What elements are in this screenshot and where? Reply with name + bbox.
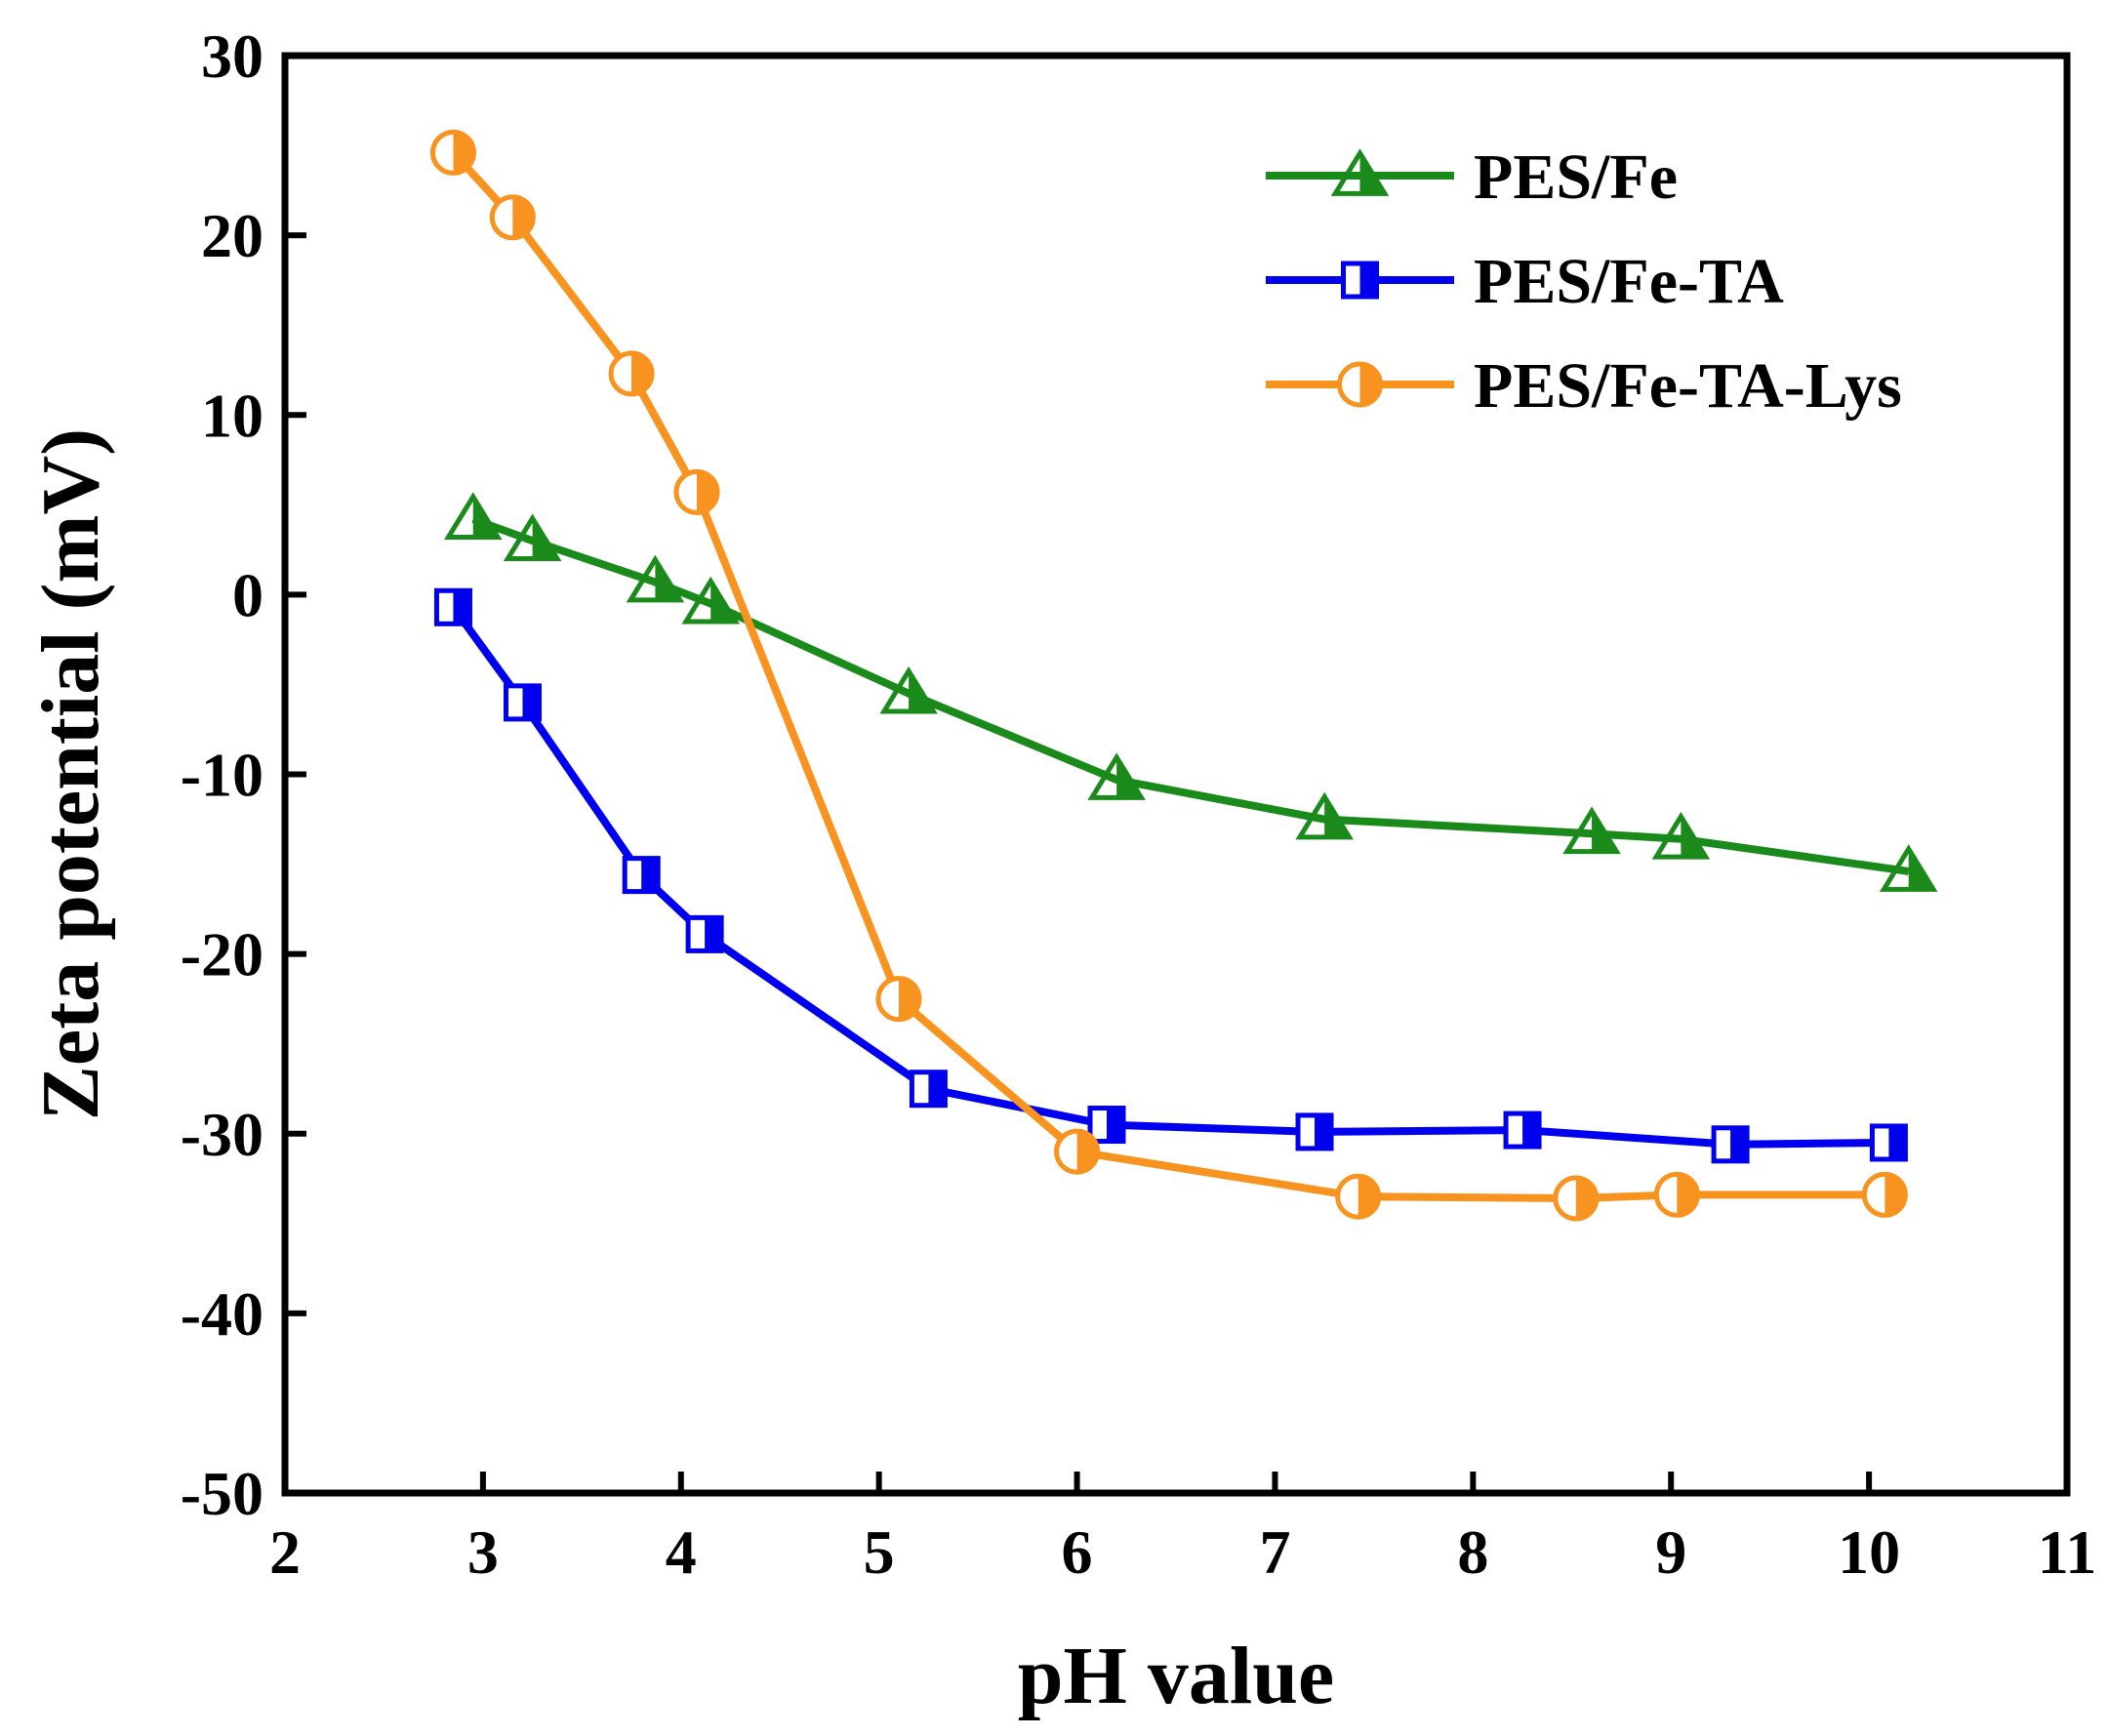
data-point: [443, 492, 503, 540]
data-point: [1087, 752, 1146, 800]
data-point: [1879, 844, 1938, 892]
data-point: [1553, 1175, 1600, 1222]
x-tick-label: 8: [1457, 1517, 1488, 1587]
data-point: [685, 914, 724, 953]
data-point: [673, 468, 720, 515]
data-point: [1653, 1171, 1700, 1218]
data-point: [1861, 1171, 1908, 1218]
y-tick-label: -20: [181, 920, 264, 989]
legend-label: PES/Fe: [1474, 141, 1678, 213]
x-tick-label: 9: [1655, 1517, 1686, 1587]
series-line: [450, 149, 1885, 1203]
data-point: [875, 976, 922, 1023]
series-pes-fe-ta: [433, 587, 1908, 1164]
x-axis-ticks: 2 3 4 5 6 7 8 9 10 11: [269, 1472, 2096, 1587]
legend-entry: PES/Fe: [1266, 141, 1678, 213]
y-tick-label: -10: [181, 741, 264, 810]
data-point: [429, 129, 476, 176]
data-point: [1087, 1106, 1126, 1145]
series-line: [450, 604, 1889, 1149]
y-tick-label: 0: [232, 560, 264, 629]
data-point: [1869, 1123, 1908, 1162]
data-point: [909, 1070, 948, 1109]
data-point: [608, 350, 655, 397]
data-point: [1503, 1110, 1542, 1150]
x-tick-label: 5: [864, 1517, 895, 1587]
y-tick-label: -50: [181, 1459, 264, 1528]
data-point: [1295, 1112, 1334, 1151]
data-point: [1651, 811, 1711, 860]
x-tick-label: 2: [269, 1517, 301, 1587]
series-pes-fe-ta-lys: [429, 129, 1908, 1222]
data-point: [879, 666, 938, 714]
legend-entry: PES/Fe-TA-Lys: [1266, 350, 1902, 422]
data-point: [1562, 806, 1621, 855]
data-point: [433, 587, 472, 626]
legend-label: PES/Fe-TA: [1474, 246, 1784, 317]
data-point: [503, 513, 562, 562]
data-point: [1711, 1125, 1750, 1164]
y-tick-label: -40: [181, 1279, 264, 1349]
legend: PES/Fe PES/Fe-TA PES/Fe-TA-Lys: [1266, 141, 1902, 422]
y-tick-label: 20: [201, 201, 264, 270]
plot-frame: [281, 52, 2071, 1497]
x-tick-label: 7: [1259, 1517, 1290, 1587]
legend-marker: [1337, 361, 1383, 408]
series-pes-fe: [443, 492, 1938, 892]
series-layer: [429, 129, 1938, 1222]
series-line: [471, 515, 1910, 875]
data-point: [489, 194, 536, 241]
legend-marker: [1341, 261, 1379, 300]
x-tick-label: 6: [1062, 1517, 1093, 1587]
x-tick-label: 4: [666, 1517, 697, 1587]
y-tick-label: 10: [201, 381, 264, 450]
data-point: [622, 856, 661, 895]
data-point: [1335, 1173, 1382, 1220]
y-tick-label: 30: [201, 21, 264, 91]
data-point: [1054, 1128, 1101, 1175]
y-axis-ticks: -50 -40 -30 -20 -10 0 10 20 30: [181, 21, 306, 1528]
y-axis-title: Zeta potential (mV): [25, 428, 116, 1120]
data-point: [626, 554, 685, 603]
y-tick-label: -30: [181, 1100, 264, 1169]
x-tick-label: 3: [467, 1517, 499, 1587]
data-point: [1295, 791, 1354, 840]
data-point: [503, 683, 542, 722]
x-tick-label: 11: [2038, 1517, 2096, 1587]
legend-marker: [1330, 148, 1390, 196]
legend-entry: PES/Fe-TA: [1266, 246, 1784, 317]
x-axis-title: pH value: [1018, 1631, 1334, 1721]
data-point: [681, 576, 740, 625]
legend-label: PES/Fe-TA-Lys: [1474, 350, 1902, 422]
x-tick-label: 10: [1838, 1517, 1900, 1587]
